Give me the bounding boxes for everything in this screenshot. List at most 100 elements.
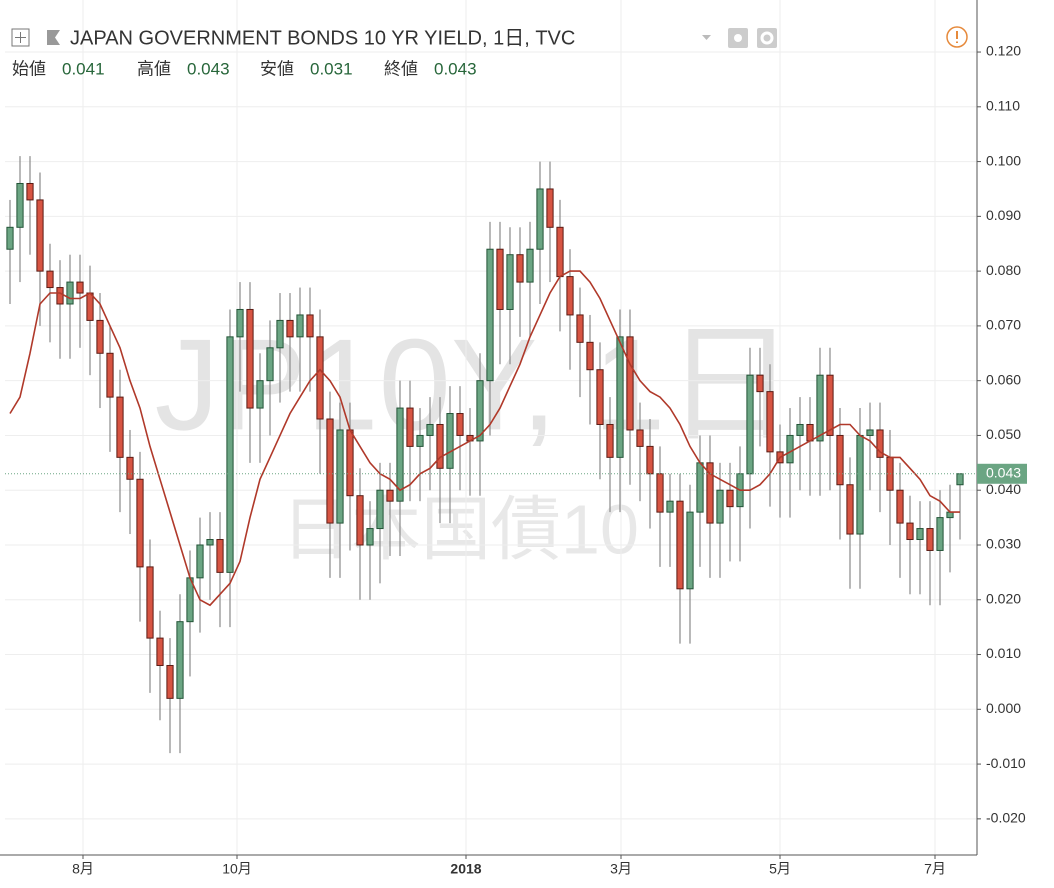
last-price-label: 0.043 xyxy=(986,464,1021,480)
visibility-icon-eye xyxy=(734,34,742,42)
candle-body xyxy=(806,423,814,442)
candle-body xyxy=(376,489,384,530)
candle-body xyxy=(696,462,704,513)
settings-icon[interactable] xyxy=(757,28,777,48)
candle-body xyxy=(216,539,224,573)
x-tick-label: 3月 xyxy=(610,861,632,877)
candle-body xyxy=(346,429,354,497)
candle-body xyxy=(316,336,324,420)
candle-body xyxy=(446,413,454,469)
y-tick-label: 0.090 xyxy=(986,207,1021,223)
candle-body xyxy=(96,319,104,354)
settings-icon-gear xyxy=(760,31,774,45)
candle-body xyxy=(426,423,434,436)
candle-body xyxy=(526,248,534,283)
candle-body xyxy=(646,445,654,475)
candle-body xyxy=(926,528,934,551)
candle-body xyxy=(166,664,174,699)
add-icon[interactable] xyxy=(11,28,30,47)
chart-title: JAPAN GOVERNMENT BONDS 10 YR YIELD, 1日, … xyxy=(70,27,575,49)
ohlc-value: 0.031 xyxy=(310,59,353,78)
candle-body xyxy=(726,489,734,508)
y-tick-label: 0.040 xyxy=(986,481,1021,497)
candle-body xyxy=(226,336,234,573)
candle-body xyxy=(396,407,404,502)
candle-body xyxy=(916,528,924,541)
candle-body xyxy=(506,254,514,310)
watermark-subtitle: 日本国債10 xyxy=(281,490,639,568)
moving-average xyxy=(9,270,960,607)
candle-body xyxy=(666,500,674,513)
candle-body xyxy=(546,188,554,228)
y-tick-label: 0.050 xyxy=(986,426,1021,442)
y-tick-label: -0.020 xyxy=(986,810,1026,826)
x-tick-label: 7月 xyxy=(924,861,946,877)
candle-body xyxy=(586,341,594,371)
last-price-badge xyxy=(977,463,1027,484)
alert-icon[interactable] xyxy=(946,26,968,48)
candle-body xyxy=(436,423,444,469)
candle-body xyxy=(936,517,944,551)
candle-body xyxy=(326,418,334,524)
candle-body xyxy=(836,434,844,486)
candle-body xyxy=(766,391,774,453)
y-tick-label: 0.060 xyxy=(986,371,1021,387)
candle-body xyxy=(786,434,794,464)
candle-body xyxy=(256,380,264,409)
candle-body xyxy=(116,396,124,458)
candle-body xyxy=(486,248,494,382)
x-tick-label: 8月 xyxy=(72,861,94,877)
candle-body xyxy=(136,478,144,568)
plot xyxy=(5,156,977,754)
candle-body xyxy=(416,434,424,447)
candle-body xyxy=(86,292,94,321)
y-tick-label: 0.030 xyxy=(986,536,1021,552)
y-tick-label: 0.000 xyxy=(986,700,1021,716)
ohlc-label: 始値 xyxy=(12,59,46,78)
candle-body xyxy=(626,336,634,431)
candle-body xyxy=(746,374,754,475)
candle-body xyxy=(26,182,34,201)
candle-body xyxy=(56,287,64,305)
candle-body xyxy=(796,423,804,436)
ohlc-value: 0.043 xyxy=(434,59,477,78)
candle-body xyxy=(576,314,584,343)
candle-body xyxy=(856,434,864,535)
candle-body xyxy=(606,423,614,458)
x-tick-label: 10月 xyxy=(222,861,252,877)
ohlc-label: 高値 xyxy=(137,59,171,78)
candle-body xyxy=(816,374,824,442)
candle-body xyxy=(756,374,764,393)
candle-body xyxy=(16,182,24,228)
candle-body xyxy=(556,226,564,278)
candle-body xyxy=(266,347,274,382)
candle-body xyxy=(876,429,884,458)
candle-body xyxy=(676,500,684,590)
candle-body xyxy=(946,511,954,519)
candle-body xyxy=(636,429,644,447)
y-tick-label: 0.070 xyxy=(986,317,1021,333)
candle-body xyxy=(146,566,154,639)
candle-body xyxy=(406,407,414,447)
candle-body xyxy=(126,456,134,480)
candle-body xyxy=(906,522,914,541)
candle-body xyxy=(536,188,544,250)
candle-body xyxy=(296,314,304,338)
ohlc-value: 0.041 xyxy=(62,59,105,78)
y-tick-label: 0.110 xyxy=(986,98,1020,114)
candle-body xyxy=(76,281,84,294)
dropdown-icon[interactable] xyxy=(702,35,711,40)
y-tick-label: 0.080 xyxy=(986,262,1021,278)
candle-body xyxy=(176,621,184,699)
candle-body xyxy=(566,276,574,316)
add-icon-plus xyxy=(15,32,26,43)
candle-body xyxy=(476,380,484,442)
candle-body xyxy=(46,270,54,289)
candle-body xyxy=(156,637,164,666)
y-tick-label: 0.100 xyxy=(986,152,1021,168)
candle-body xyxy=(456,413,464,436)
collapse-icon[interactable] xyxy=(47,30,60,45)
candle-body xyxy=(846,484,854,535)
y-tick-label: 0.010 xyxy=(986,645,1021,661)
